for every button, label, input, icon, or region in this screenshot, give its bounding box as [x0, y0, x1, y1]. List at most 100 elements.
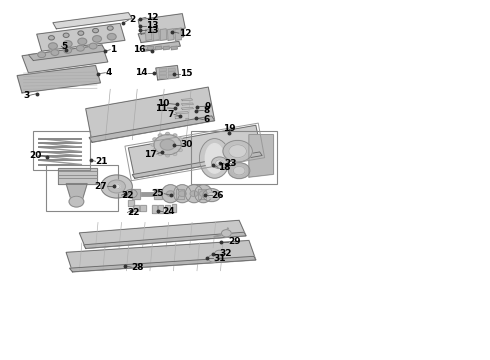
Polygon shape [168, 68, 175, 71]
Polygon shape [175, 116, 179, 119]
Text: 28: 28 [131, 263, 144, 272]
Text: 11: 11 [155, 104, 168, 113]
Polygon shape [181, 103, 194, 105]
Polygon shape [160, 29, 167, 40]
Circle shape [153, 149, 157, 152]
Polygon shape [146, 29, 152, 40]
Ellipse shape [173, 185, 191, 203]
Ellipse shape [195, 185, 212, 203]
Text: 12: 12 [146, 13, 159, 22]
Text: 12: 12 [179, 29, 192, 38]
Circle shape [208, 192, 216, 198]
Text: 31: 31 [213, 254, 226, 263]
Bar [154, 189, 162, 199]
Circle shape [160, 139, 175, 150]
Circle shape [173, 153, 177, 156]
Bar [132, 189, 140, 199]
Text: 29: 29 [228, 238, 241, 247]
Circle shape [76, 45, 84, 51]
Bar [154, 189, 162, 199]
Polygon shape [155, 46, 162, 50]
Text: 24: 24 [163, 207, 175, 216]
Circle shape [178, 149, 182, 152]
Polygon shape [17, 66, 100, 93]
Circle shape [49, 43, 57, 49]
Circle shape [228, 163, 250, 179]
Bar [198, 189, 206, 199]
Polygon shape [181, 99, 193, 101]
Text: 16: 16 [133, 45, 146, 54]
Ellipse shape [185, 185, 203, 203]
Polygon shape [159, 75, 167, 78]
Circle shape [108, 180, 125, 193]
Text: 20: 20 [29, 151, 42, 160]
Text: 9: 9 [205, 102, 211, 111]
Polygon shape [53, 13, 132, 29]
Polygon shape [66, 184, 87, 200]
Text: 25: 25 [151, 189, 164, 198]
Bar [176, 189, 184, 199]
Text: 4: 4 [105, 68, 112, 77]
Text: 22: 22 [122, 191, 134, 199]
Polygon shape [28, 45, 105, 60]
Polygon shape [138, 28, 184, 42]
Circle shape [233, 166, 245, 175]
Circle shape [64, 48, 72, 53]
Ellipse shape [205, 144, 224, 173]
Circle shape [208, 255, 218, 262]
Polygon shape [147, 46, 154, 50]
Polygon shape [159, 68, 167, 71]
Polygon shape [168, 29, 174, 40]
Ellipse shape [199, 139, 230, 178]
Text: 32: 32 [220, 249, 232, 258]
Text: 13: 13 [146, 26, 159, 35]
Circle shape [203, 189, 220, 202]
Circle shape [166, 132, 170, 135]
Circle shape [78, 38, 87, 45]
Polygon shape [128, 125, 262, 178]
Text: 27: 27 [94, 182, 107, 191]
Text: 23: 23 [224, 159, 237, 168]
Text: 5: 5 [61, 42, 68, 51]
Circle shape [63, 33, 69, 37]
Polygon shape [156, 66, 179, 80]
Polygon shape [70, 256, 256, 272]
Text: 22: 22 [127, 208, 140, 217]
Polygon shape [138, 14, 185, 34]
Polygon shape [143, 41, 180, 51]
Circle shape [38, 52, 46, 58]
Text: 7: 7 [168, 110, 174, 119]
Polygon shape [89, 116, 215, 142]
Circle shape [158, 134, 162, 137]
Text: 6: 6 [203, 115, 210, 124]
Bar [176, 189, 184, 199]
Text: 30: 30 [180, 140, 193, 149]
Circle shape [215, 250, 224, 257]
Circle shape [107, 33, 116, 40]
Bar [33, 131, 90, 170]
Text: 1: 1 [110, 45, 117, 54]
Text: 15: 15 [180, 69, 193, 78]
Polygon shape [249, 135, 273, 177]
Polygon shape [132, 152, 262, 178]
Text: 17: 17 [144, 150, 157, 159]
Polygon shape [37, 23, 125, 51]
Polygon shape [175, 112, 189, 114]
Polygon shape [58, 168, 97, 184]
Circle shape [158, 153, 162, 156]
Circle shape [154, 135, 181, 155]
Polygon shape [153, 29, 159, 40]
Polygon shape [168, 72, 175, 75]
Circle shape [153, 138, 157, 141]
Bar [191, 131, 277, 184]
Polygon shape [140, 205, 146, 211]
Text: 13: 13 [146, 22, 159, 31]
Circle shape [49, 36, 54, 40]
Polygon shape [175, 29, 181, 40]
Polygon shape [159, 72, 167, 75]
Polygon shape [158, 205, 163, 213]
Circle shape [89, 43, 97, 49]
Circle shape [223, 140, 252, 162]
Text: 8: 8 [203, 106, 210, 115]
Bar [132, 189, 140, 199]
